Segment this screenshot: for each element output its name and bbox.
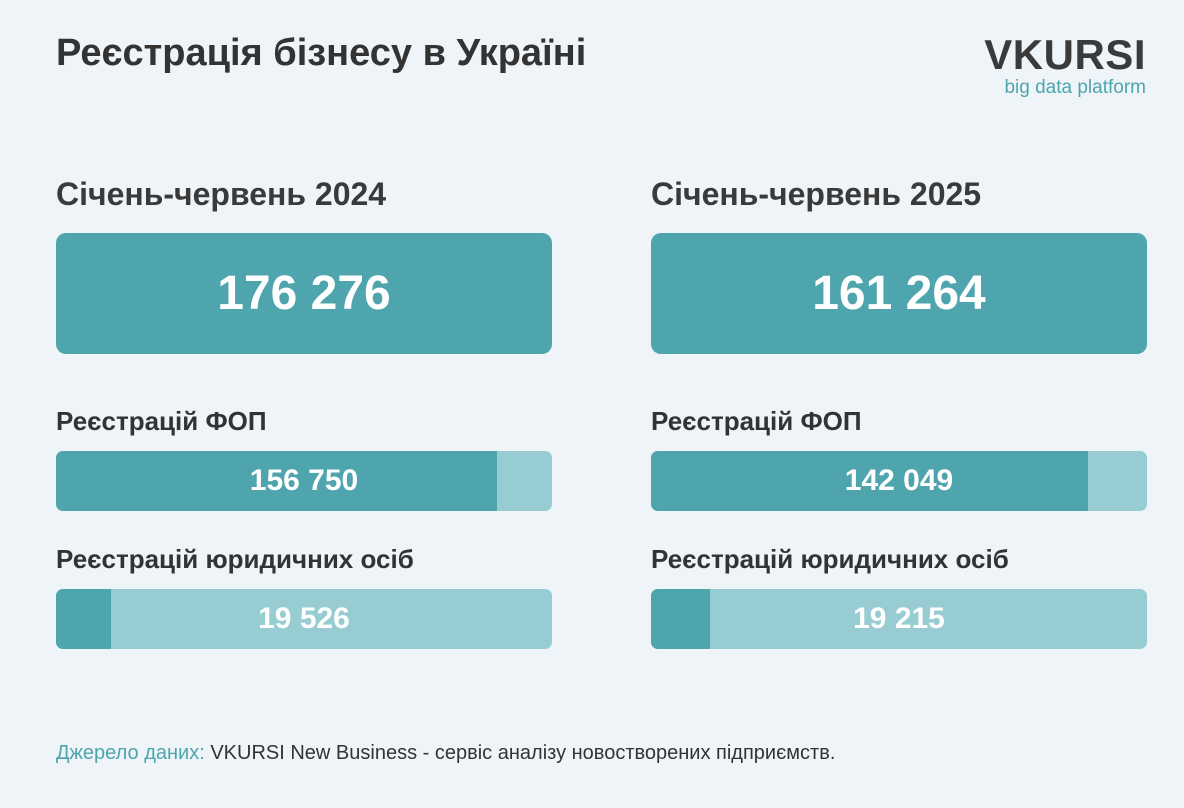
fop-bar: 142 049	[651, 451, 1147, 511]
total-value: 161 264	[812, 267, 986, 320]
fop-bar-fill	[56, 451, 497, 511]
fop-bar-value: 142 049	[844, 464, 954, 497]
fop-bar-value: 156 750	[249, 464, 359, 497]
data-source-note: Джерело даних: VKURSI New Business - сер…	[56, 742, 835, 765]
legal-entities-label: Реєстрацій юридичних осіб	[56, 544, 414, 574]
legal-entities-bar: 19 215	[651, 589, 1147, 649]
legal-entities-bar: 19 526	[56, 589, 552, 649]
panel-2024: Січень-червень 2024 176 276 Реєстрацій Ф…	[56, 0, 552, 808]
total-box: 176 276	[56, 233, 552, 354]
fop-label: Реєстрацій ФОП	[56, 406, 267, 436]
panel-2025: Січень-червень 2025 161 264 Реєстрацій Ф…	[651, 0, 1147, 808]
page-title: Реєстрація бізнесу в Україні	[56, 32, 587, 74]
legal-entities-bar-value: 19 215	[853, 602, 945, 635]
legal-entities-bar-fill	[651, 589, 711, 649]
legal-entities-label: Реєстрацій юридичних осіб	[651, 544, 1009, 574]
vkursi-logo: VKURSI big data platform	[984, 34, 1146, 98]
logo-tagline: big data platform	[1004, 77, 1146, 98]
period-label: Січень-червень 2024	[56, 176, 387, 212]
period-label: Січень-червень 2025	[651, 176, 982, 212]
fop-bar-fill	[651, 451, 1088, 511]
source-label: Джерело даних:	[56, 742, 205, 764]
logo-name: VKURSI	[984, 31, 1146, 78]
fop-bar: 156 750	[56, 451, 552, 511]
total-value: 176 276	[217, 267, 391, 320]
legal-entities-bar-value: 19 526	[258, 602, 350, 635]
legal-entities-bar-fill	[56, 589, 112, 649]
total-box: 161 264	[651, 233, 1147, 354]
fop-label: Реєстрацій ФОП	[651, 406, 862, 436]
source-text: VKURSI New Business - сервіс аналізу нов…	[210, 742, 836, 764]
